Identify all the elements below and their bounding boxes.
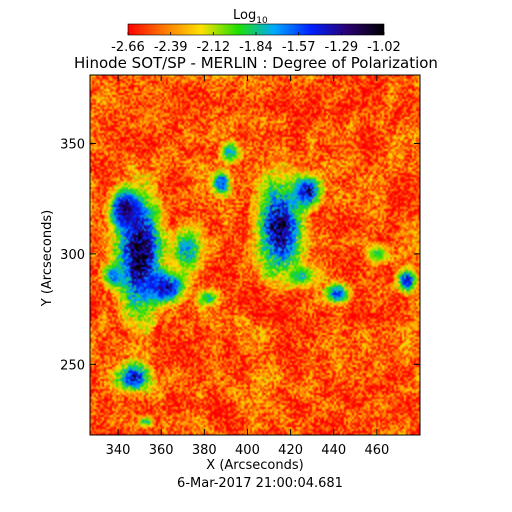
plot-area: 340 360 380 400 420 440 460 250 300 350 bbox=[60, 74, 421, 458]
y-axis: 250 300 350 bbox=[60, 137, 420, 373]
colorbar-tick-label: -2.39 bbox=[154, 40, 188, 55]
x-tick-label: 460 bbox=[364, 443, 389, 458]
y-axis-label: Y (Arcseconds) bbox=[40, 210, 55, 307]
plot-frame bbox=[89, 74, 421, 436]
x-tick-label: 420 bbox=[278, 443, 303, 458]
colorbar-tick-label: -1.57 bbox=[282, 40, 316, 55]
colorbar-tick-label: -2.12 bbox=[197, 40, 231, 55]
colorbar-ticks: -2.66 -2.39 -2.12 -1.84 -1.57 -1.29 -1.02 bbox=[111, 32, 401, 55]
x-tick-label: 360 bbox=[149, 443, 174, 458]
x-tick-label: 440 bbox=[321, 443, 346, 458]
colorbar-tick-label: -2.66 bbox=[111, 40, 145, 55]
colorbar-tick-label: -1.29 bbox=[325, 40, 359, 55]
heatmap-image bbox=[90, 75, 420, 435]
x-tick-label: 400 bbox=[235, 443, 260, 458]
timestamp: 6-Mar-2017 21:00:04.681 bbox=[177, 476, 343, 491]
y-tick-label: 300 bbox=[60, 248, 85, 263]
y-tick-label: 350 bbox=[60, 137, 85, 152]
colorbar-tick-label: -1.84 bbox=[239, 40, 273, 55]
x-axis-label: X (Arcseconds) bbox=[206, 458, 303, 473]
x-axis: 340 360 380 400 420 440 460 bbox=[106, 75, 389, 458]
x-tick-label: 340 bbox=[106, 443, 131, 458]
colorbar-label: Log10 bbox=[233, 8, 268, 26]
chart-title: Hinode SOT/SP - MERLIN : Degree of Polar… bbox=[74, 54, 438, 72]
y-tick-label: 250 bbox=[60, 358, 85, 373]
colorbar-tick-label: -1.02 bbox=[367, 40, 401, 55]
x-tick-label: 380 bbox=[192, 443, 217, 458]
